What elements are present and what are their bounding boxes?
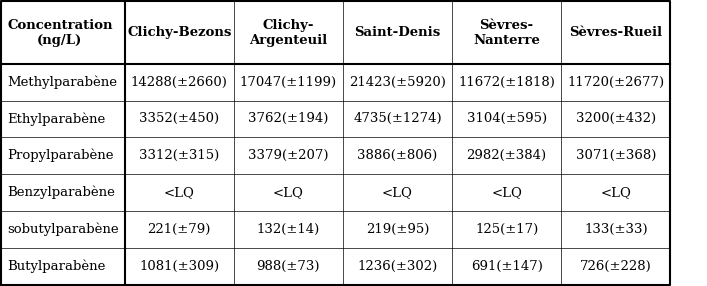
Text: Clichy-
Argenteuil: Clichy- Argenteuil <box>250 19 327 47</box>
Text: 11672(±1818): 11672(±1818) <box>458 76 555 89</box>
Text: Sèvres-Rueil: Sèvres-Rueil <box>569 26 662 39</box>
Text: Saint-Denis: Saint-Denis <box>354 26 440 39</box>
Text: Propylparabène: Propylparabène <box>7 149 114 162</box>
Text: 14288(±2660): 14288(±2660) <box>131 76 228 89</box>
Text: 11720(±2677): 11720(±2677) <box>567 76 665 89</box>
Text: Butylparabène: Butylparabène <box>7 259 105 273</box>
Text: <LQ: <LQ <box>491 186 522 199</box>
Text: Clichy-Bezons: Clichy-Bezons <box>127 26 231 39</box>
Text: 4735(±1274): 4735(±1274) <box>354 112 442 126</box>
Text: Concentration
(ng/L): Concentration (ng/L) <box>7 19 112 47</box>
Text: 691(±147): 691(±147) <box>471 260 542 273</box>
Text: 988(±73): 988(±73) <box>257 260 320 273</box>
Text: 2982(±384): 2982(±384) <box>467 149 547 162</box>
Text: 3200(±432): 3200(±432) <box>575 112 656 126</box>
Text: 125(±17): 125(±17) <box>475 223 538 236</box>
Text: <LQ: <LQ <box>600 186 631 199</box>
Text: 21423(±5920): 21423(±5920) <box>349 76 446 89</box>
Text: 3379(±207): 3379(±207) <box>248 149 329 162</box>
Text: 3352(±450): 3352(±450) <box>139 112 219 126</box>
Text: 3886(±806): 3886(±806) <box>358 149 438 162</box>
Text: 221(±79): 221(±79) <box>148 223 211 236</box>
Text: 726(±228): 726(±228) <box>580 260 652 273</box>
Text: 3104(±595): 3104(±595) <box>467 112 547 126</box>
Text: 132(±14): 132(±14) <box>257 223 320 236</box>
Text: 219(±95): 219(±95) <box>366 223 429 236</box>
Text: <LQ: <LQ <box>382 186 413 199</box>
Text: Benzylparabène: Benzylparabène <box>7 186 115 199</box>
Text: 17047(±1199): 17047(±1199) <box>240 76 337 89</box>
Text: 1081(±309): 1081(±309) <box>139 260 219 273</box>
Text: 3312(±315): 3312(±315) <box>139 149 219 162</box>
Text: sobutylparabène: sobutylparabène <box>7 223 119 236</box>
Text: <LQ: <LQ <box>273 186 304 199</box>
Text: 3071(±368): 3071(±368) <box>575 149 656 162</box>
Text: <LQ: <LQ <box>164 186 194 199</box>
Text: 133(±33): 133(±33) <box>584 223 648 236</box>
Text: Ethylparabène: Ethylparabène <box>7 112 105 126</box>
Text: 1236(±302): 1236(±302) <box>358 260 438 273</box>
Text: 3762(±194): 3762(±194) <box>248 112 329 126</box>
Text: Methylparabène: Methylparabène <box>7 75 117 89</box>
Text: Sèvres-
Nanterre: Sèvres- Nanterre <box>473 19 540 47</box>
